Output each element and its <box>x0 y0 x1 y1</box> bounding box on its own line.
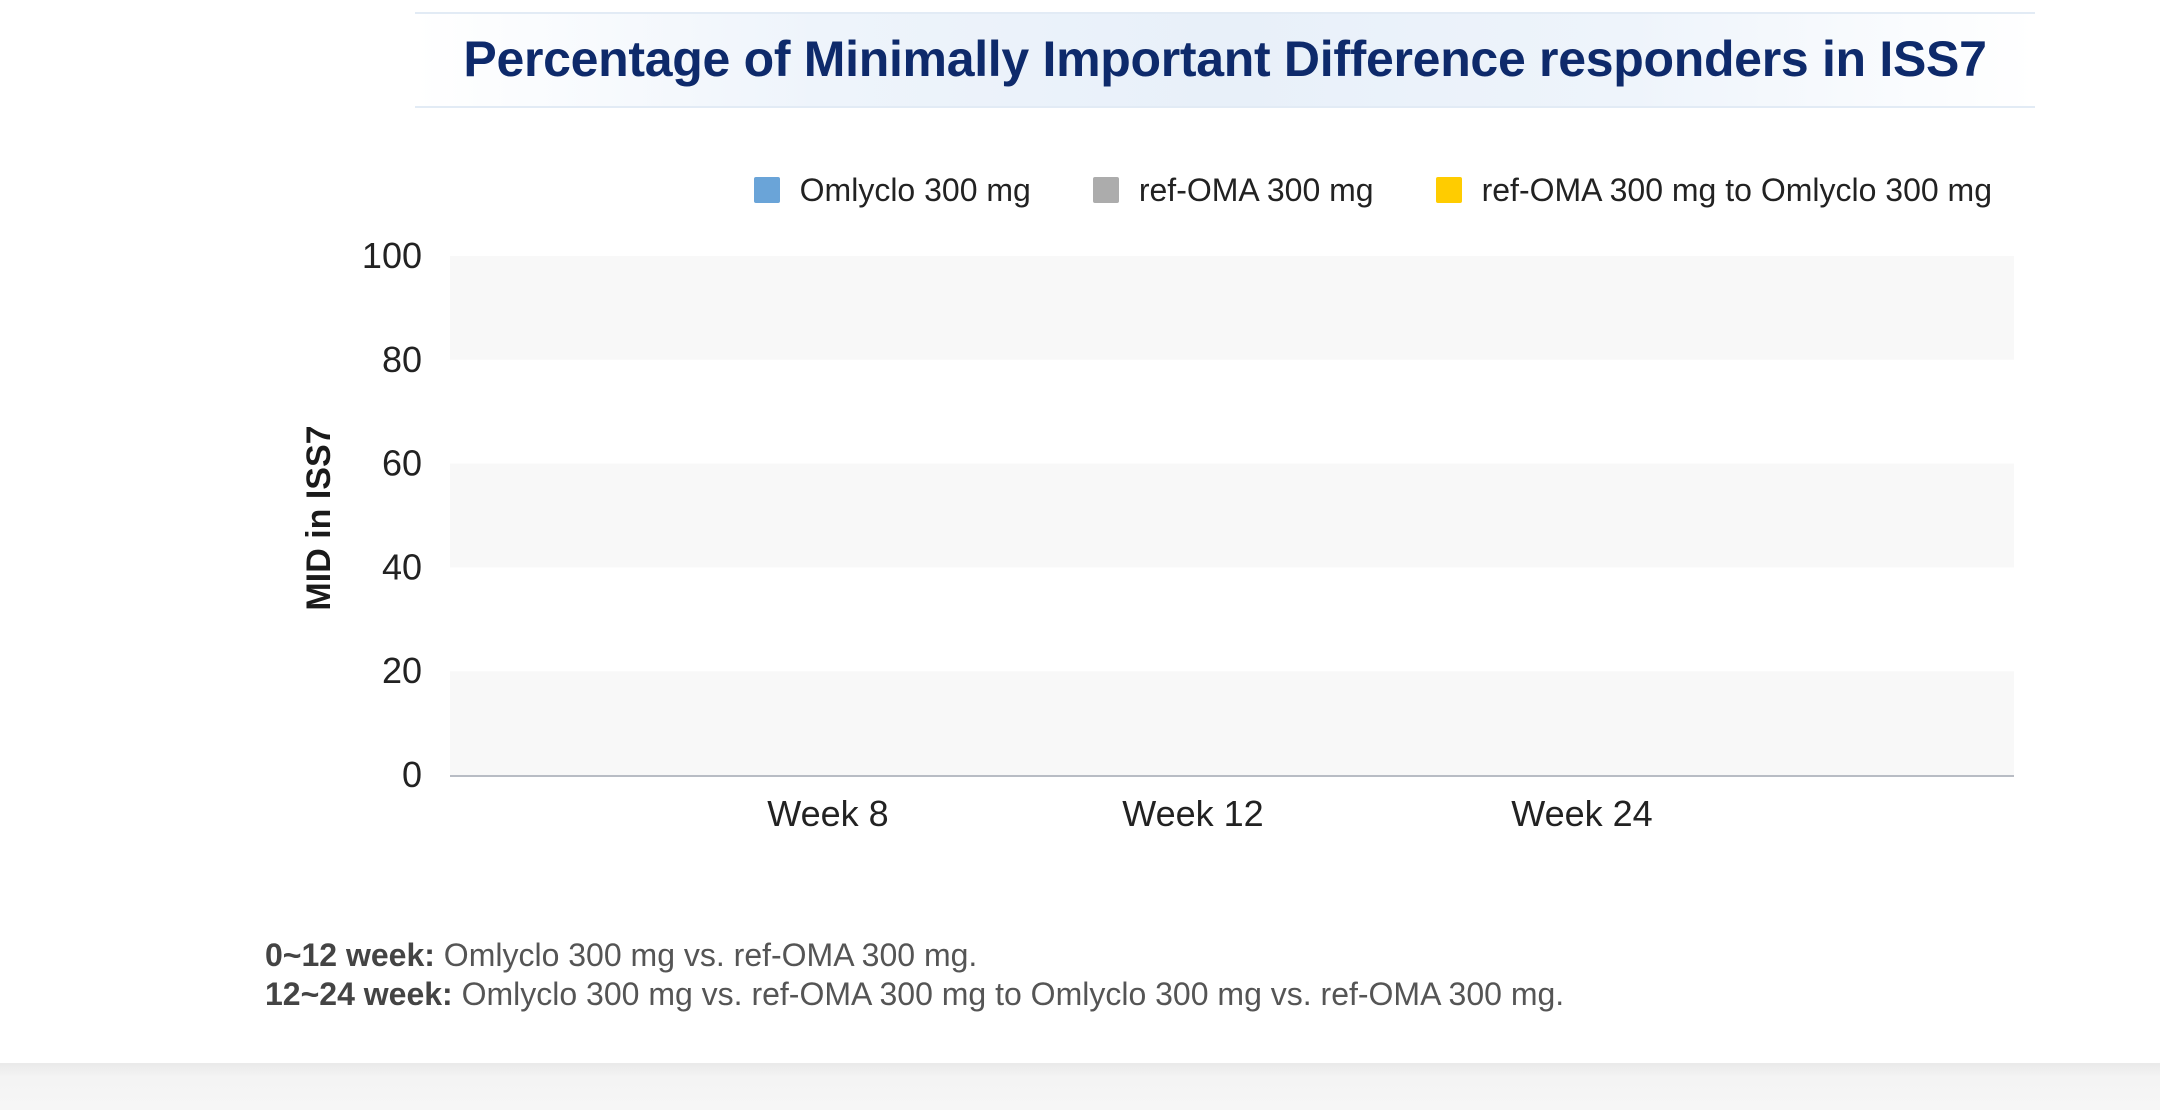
legend-item-omlyclo[interactable]: Omlyclo 300 mg <box>753 171 1031 209</box>
y-tick-label: 60 <box>382 443 422 484</box>
legend-item-ref-oma[interactable]: ref-OMA 300 mg <box>1092 171 1374 209</box>
y-tick-label: 100 <box>362 235 422 276</box>
legend-label-omlyclo: Omlyclo 300 mg <box>799 171 1031 208</box>
y-tick-label: 20 <box>382 650 422 691</box>
legend-item-switch[interactable]: ref-OMA 300 mg to Omlyclo 300 mg <box>1435 171 1992 209</box>
grid-bands <box>450 256 2014 775</box>
y-axis-label: MID in ISS7 <box>300 425 338 610</box>
legend-label-ref-oma: ref-OMA 300 mg <box>1138 171 1374 208</box>
grid-band <box>450 463 2014 568</box>
grid-band <box>450 671 2014 775</box>
x-tick-label: Week 24 <box>1511 793 1652 834</box>
footnote-text-1: Omlyclo 300 mg vs. ref-OMA 300 mg. <box>443 937 978 973</box>
x-tick-label: Week 12 <box>1122 793 1263 834</box>
footnote-line-1: 0~12 week: Omlyclo 300 mg vs. ref-OMA 30… <box>265 936 1564 975</box>
footnote-label-1: 0~12 week: <box>265 937 435 973</box>
footnote-label-2: 12~24 week: <box>265 976 453 1012</box>
footnotes: 0~12 week: Omlyclo 300 mg vs. ref-OMA 30… <box>265 936 1564 1014</box>
x-axis-ticks: Week 8 Week 12 Week 24 <box>767 793 1652 834</box>
bottom-divider-band <box>0 1063 2160 1110</box>
footnote-line-2: 12~24 week: Omlyclo 300 mg vs. ref-OMA 3… <box>265 975 1564 1014</box>
y-tick-label: 40 <box>382 546 422 587</box>
title-banner <box>415 12 2035 108</box>
chart-title: Percentage of Minimally Important Differ… <box>463 31 1987 87</box>
x-tick-label: Week 8 <box>767 793 888 834</box>
legend-label-switch: ref-OMA 300 mg to Omlyclo 300 mg <box>1481 171 1992 208</box>
y-tick-label: 80 <box>382 339 422 380</box>
bar-chart: 0 20 40 60 80 100 Week 8 Week 12 Week 24 MID in… <box>300 235 2014 834</box>
y-axis-ticks: 0 20 40 60 80 100 <box>362 235 422 795</box>
y-tick-label: 0 <box>402 754 422 795</box>
legend-swatch-ref-oma <box>1092 177 1119 203</box>
footnote-text-2: Omlyclo 300 mg vs. ref-OMA 300 mg to Oml… <box>461 976 1565 1012</box>
grid-band <box>450 256 2014 360</box>
legend-swatch-switch <box>1435 177 1462 203</box>
legend-swatch-omlyclo <box>753 177 780 203</box>
chart-legend: Omlyclo 300 mg ref-OMA 300 mg ref-OMA 30… <box>753 168 1992 212</box>
